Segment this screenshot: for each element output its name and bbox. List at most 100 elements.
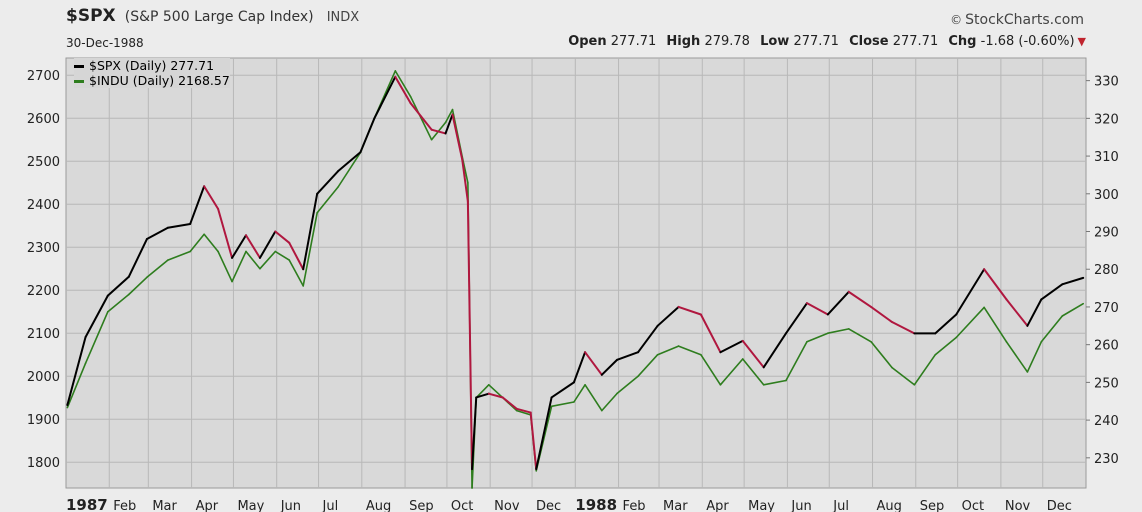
spx-line-segment bbox=[66, 336, 87, 407]
indu-line-segment bbox=[487, 383, 504, 399]
spx-line-segment bbox=[572, 351, 587, 384]
left-axis-tick-label: 2600 bbox=[27, 112, 60, 127]
right-axis-tick-label: 260 bbox=[1094, 339, 1119, 354]
spx-line-segment bbox=[515, 407, 532, 414]
x-tick-label: Jun bbox=[280, 499, 301, 512]
x-tick-label: Jul bbox=[322, 499, 339, 512]
indu-line-segment bbox=[146, 259, 169, 279]
x-tick-label: Sep bbox=[409, 499, 434, 512]
x-tick-label: Apr bbox=[196, 499, 219, 512]
chg-value: -1.68 (-0.60%) bbox=[980, 34, 1075, 49]
right-axis-tick-label: 280 bbox=[1094, 263, 1119, 278]
brand-logo[interactable]: © StockCharts.com bbox=[950, 12, 1084, 28]
indu-line-segment bbox=[394, 70, 412, 98]
x-tick-label: Dec bbox=[536, 499, 561, 512]
spx-line-segment bbox=[466, 200, 474, 471]
indu-line-segment bbox=[827, 328, 850, 335]
spx-line-segment bbox=[584, 351, 603, 376]
left-axis-tick-label: 2400 bbox=[27, 198, 60, 213]
x-tick-label: 1988 bbox=[575, 496, 617, 512]
indu-line-segment bbox=[288, 259, 305, 287]
price-chart[interactable]: 1987 Feb Mar Apr May Jun Jul Aug Sep Oct Nov Dec 198… bbox=[0, 52, 1142, 512]
left-axis-tick-label: 2500 bbox=[27, 155, 60, 170]
title-row: $SPX (S&P 500 Large Cap Index) INDX bbox=[66, 6, 359, 26]
indu-line-segment bbox=[259, 250, 277, 270]
low-label: Low bbox=[760, 34, 790, 49]
spx-line-segment bbox=[699, 313, 722, 354]
spx-line-segment bbox=[127, 238, 148, 278]
spx-line-segment bbox=[891, 321, 916, 335]
close-label: Close bbox=[849, 34, 889, 49]
high-label: High bbox=[666, 34, 701, 49]
indu-line-segment bbox=[700, 353, 722, 386]
spx-line-segment bbox=[983, 268, 1008, 301]
spx-line-segment bbox=[189, 185, 206, 225]
spx-line-segment bbox=[677, 305, 702, 316]
spx-line-segment bbox=[637, 324, 659, 354]
spx-line-segment bbox=[217, 207, 234, 259]
chart-header: $SPX (S&P 500 Large Cap Index) INDX 30-D… bbox=[0, 0, 1142, 52]
left-axis-tick-label: 2700 bbox=[27, 69, 60, 84]
legend-swatch-indu bbox=[74, 80, 84, 83]
indu-line-segment bbox=[231, 250, 247, 283]
spx-line-segment bbox=[145, 226, 169, 241]
indu-line-segment bbox=[302, 212, 318, 287]
index-name: (S&P 500 Large Cap Index) bbox=[124, 9, 314, 25]
indu-line-segment bbox=[913, 353, 937, 386]
quote-bar: Open 277.71 High 279.78 Low 277.71 Close… bbox=[562, 34, 1086, 49]
x-tick-label: 1987 bbox=[66, 496, 108, 512]
chart-legend: $SPX (Daily) 277.71 $INDU (Daily) 2168.5… bbox=[74, 58, 230, 88]
indu-line-segment bbox=[107, 293, 130, 313]
indu-line-segment bbox=[677, 345, 702, 356]
indu-line-segment bbox=[573, 383, 586, 403]
spx-line-segment bbox=[656, 305, 680, 327]
indu-line-segment bbox=[847, 328, 872, 343]
indu-line-segment bbox=[741, 358, 765, 386]
right-axis-tick-label: 250 bbox=[1094, 376, 1119, 391]
indu-line-segment bbox=[584, 383, 603, 412]
indu-line-segment bbox=[762, 379, 787, 386]
spx-line-segment bbox=[84, 294, 109, 339]
spx-line-segment bbox=[106, 275, 130, 297]
indu-line-segment bbox=[719, 358, 744, 386]
indu-line-segment bbox=[1005, 340, 1029, 373]
left-axis-tick-label: 2000 bbox=[27, 370, 60, 385]
x-tick-label: Nov bbox=[1005, 499, 1031, 512]
right-axis-tick-label: 240 bbox=[1094, 414, 1119, 429]
x-tick-label: Mar bbox=[152, 499, 177, 512]
x-tick-label: Feb bbox=[113, 499, 136, 512]
legend-item-indu: $INDU (Daily) 2168.57 bbox=[74, 73, 230, 88]
indu-line-segment bbox=[337, 151, 362, 188]
indu-line-segment bbox=[656, 345, 680, 356]
indu-line-segment bbox=[983, 306, 1008, 343]
spx-line-segment bbox=[359, 117, 376, 154]
spx-line-segment bbox=[373, 75, 397, 120]
spx-line-segment bbox=[475, 392, 490, 399]
spx-line-segment bbox=[451, 113, 464, 161]
open-label: Open bbox=[568, 34, 607, 49]
left-axis-tick-label: 2300 bbox=[27, 241, 60, 256]
x-tick-label: Apr bbox=[706, 499, 729, 512]
indu-line-segment bbox=[444, 108, 454, 124]
indu-line-segment bbox=[167, 250, 191, 261]
indu-line-segment bbox=[274, 250, 291, 261]
spx-line-segment bbox=[337, 151, 362, 173]
open-value: 277.71 bbox=[610, 34, 657, 49]
low-value: 277.71 bbox=[793, 34, 839, 49]
spx-line-segment bbox=[600, 358, 619, 376]
spx-line-segment bbox=[550, 381, 575, 399]
indu-line-segment bbox=[189, 233, 205, 253]
spx-line-segment bbox=[762, 332, 787, 369]
high-value: 279.78 bbox=[704, 34, 750, 49]
spx-line-segment bbox=[529, 411, 538, 471]
indu-line-segment bbox=[870, 340, 893, 369]
spx-line-segment bbox=[805, 302, 829, 316]
indu-line-segment bbox=[316, 186, 339, 214]
right-axis-tick-label: 270 bbox=[1094, 301, 1119, 316]
exchange-label: INDX bbox=[326, 10, 360, 25]
indu-line-segment bbox=[1061, 302, 1085, 317]
indu-line-segment bbox=[637, 353, 659, 378]
x-tick-label: Aug bbox=[877, 499, 902, 512]
spx-line-segment bbox=[847, 290, 873, 308]
spx-line-segment bbox=[616, 351, 640, 361]
